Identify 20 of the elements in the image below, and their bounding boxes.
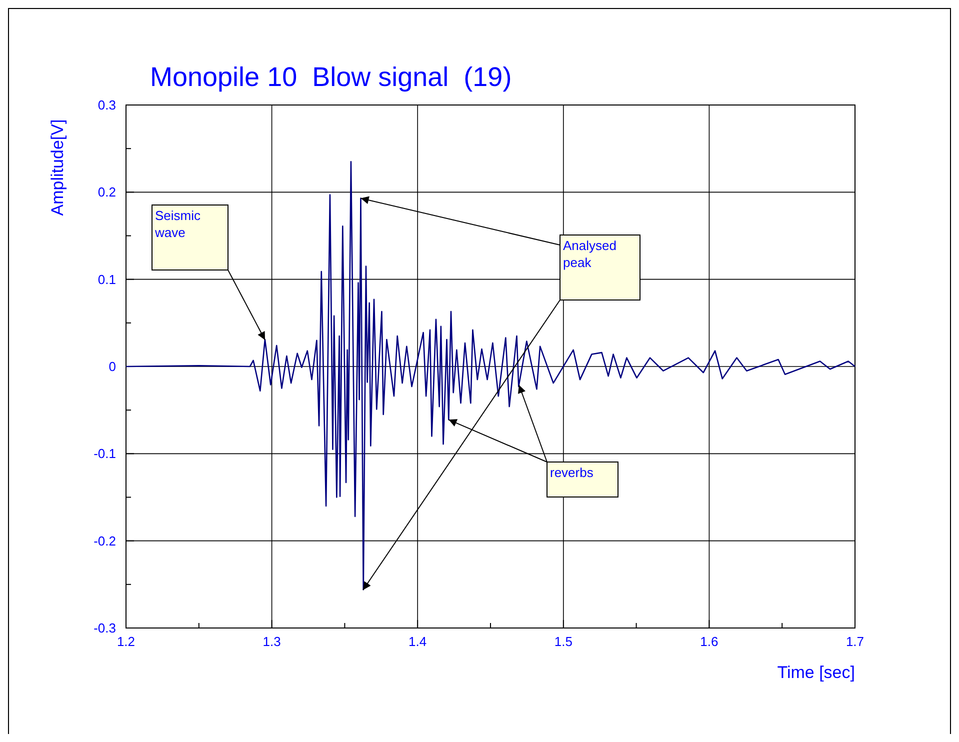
x-tick-label: 1.6 — [700, 634, 718, 649]
y-tick-label: -0.1 — [94, 446, 116, 462]
y-tick-label: -0.3 — [94, 620, 116, 636]
y-tick-label: 0.1 — [98, 272, 116, 287]
x-tick-label: 1.3 — [262, 634, 281, 649]
annotation: Seismic wave — [154, 208, 202, 240]
y-tick-label: 0 — [108, 359, 116, 374]
x-tick-label: 1.2 — [116, 634, 136, 649]
chart-title: Monopile 10 Blow signal (19) — [150, 62, 512, 92]
y-tick-label: 0.3 — [98, 98, 116, 112]
annotation: reverbs — [550, 465, 594, 480]
y-tick-label: -0.2 — [94, 533, 116, 548]
y-axis-title: Amplitude[V] — [48, 119, 67, 216]
line-series — [125, 161, 856, 590]
y-tick-label: 0.2 — [98, 184, 116, 200]
x-tick-label: 1.5 — [554, 634, 572, 649]
x-axis-title: Time [sec] — [777, 663, 855, 682]
x-tick-label: 1.7 — [846, 634, 864, 649]
x-tick-label: 1.4 — [408, 634, 427, 649]
annotation: Analysed peak — [563, 238, 616, 270]
